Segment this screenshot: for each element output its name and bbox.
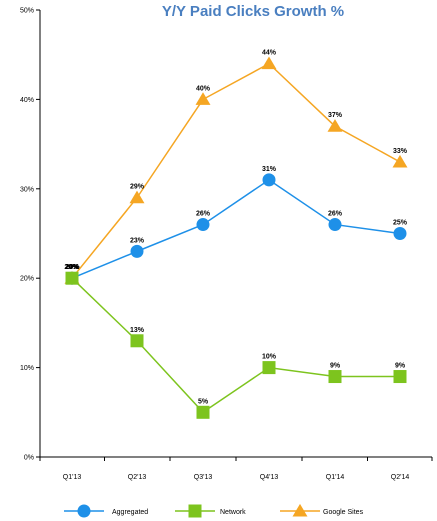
data-label: 10% [262,354,277,361]
data-point [130,334,144,348]
data-point [393,370,407,384]
data-point [262,361,276,375]
axes: 0% 10% 20% 30% 40% 50% Q1'13 Q2'13 Q3'13 Q4'13 Q1'… [20,8,433,481]
data-point [262,173,276,187]
x-tick-label: Q4'13 [260,474,279,481]
series-line [71,178,401,279]
legend-marker [188,504,202,518]
data-label: 9% [330,363,341,370]
data-label: 25% [393,220,408,227]
legend-marker [292,503,308,517]
legend-label: Aggregated [112,509,148,516]
data-point [195,92,211,105]
data-point [392,154,408,168]
data-point [129,190,145,204]
legend-item-aggregated: Aggregated [64,504,148,518]
data-label: 26% [328,211,343,218]
data-label: 20% [66,264,81,271]
x-tick-label: Q2'14 [391,474,410,481]
data-label: 23% [130,237,145,244]
data-point [196,218,210,232]
y-tick-label: 10% [20,365,34,372]
y-tick-label: 30% [20,186,34,193]
data-label: 9% [395,363,406,370]
legend: Aggregated Network Google Sites [64,503,364,518]
series-aggregated [65,173,407,285]
legend-marker [77,504,91,518]
data-labels: 20% 23% 26% 31% 26% 25% 13% 5% 10% 9% 9% 29% 40% 44% 3… [64,50,407,406]
data-label: 33% [393,148,408,155]
data-point [393,227,407,240]
data-label: 20% [65,264,80,271]
y-tick-label: 40% [20,97,34,104]
data-point [328,218,342,232]
x-tick-label: Q1'14 [326,474,345,481]
y-tick-label: 0% [24,455,34,462]
data-label: 13% [130,327,145,334]
x-tick-label: Q1'13 [63,474,82,481]
series-google-sites [64,56,408,284]
data-point [261,56,277,70]
data-point [65,271,79,285]
x-tick-label: Q3'13 [194,474,213,481]
legend-label: Network [220,509,246,516]
series-network [65,271,407,419]
legend-label: Google Sites [323,509,364,516]
data-point [196,405,210,419]
series-line [71,62,401,279]
data-label: 44% [262,50,277,57]
chart-title: Y/Y Paid Clicks Growth % [162,3,344,20]
data-point [130,244,144,258]
data-label: 5% [198,398,209,405]
data-label: 20% [64,264,79,271]
data-label: 40% [196,85,211,92]
y-tick-label: 50% [20,8,34,15]
y-tick-label: 20% [20,276,34,283]
x-tick-label: Q2'13 [128,474,147,481]
legend-item-google-sites: Google Sites [280,503,364,517]
data-label: 31% [262,166,277,173]
data-point [328,370,342,384]
series-layer [64,56,408,419]
data-label: 37% [328,112,343,119]
data-point [327,119,343,132]
data-label: 26% [196,211,211,218]
series-line [71,277,400,414]
data-label: 29% [130,184,145,191]
legend-item-network: Network [175,504,246,518]
